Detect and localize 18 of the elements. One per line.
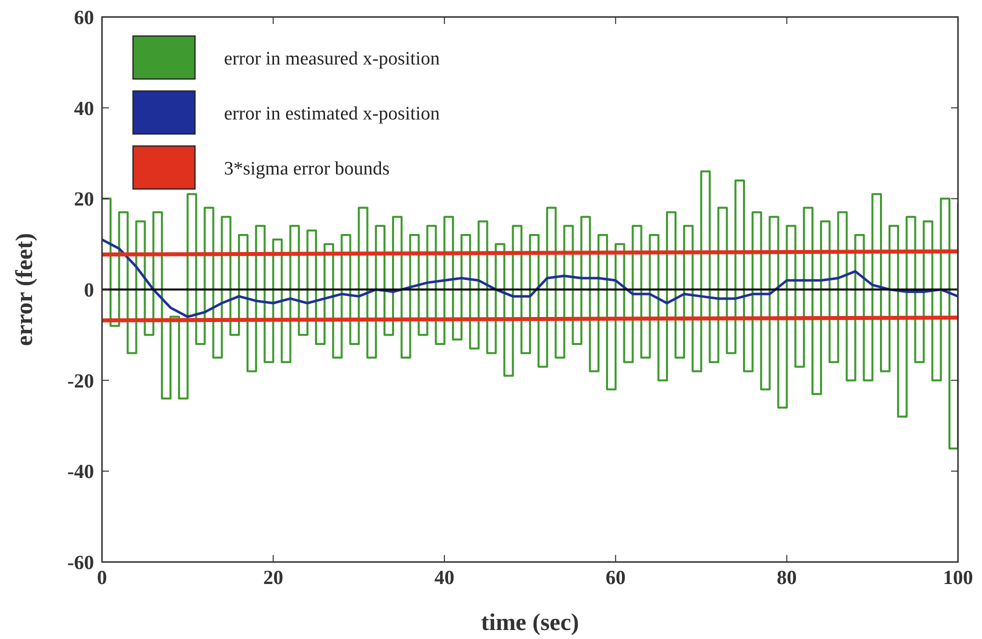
- legend-label: error in estimated x-position: [224, 104, 440, 125]
- x-tick-label: 80: [776, 567, 797, 589]
- y-tick-label: -40: [67, 461, 94, 484]
- legend-label: 3*sigma error bounds: [224, 158, 390, 180]
- y-tick-label: 60: [74, 7, 94, 29]
- x-axis-title: time (sec): [481, 610, 579, 636]
- y-tick-label: -20: [67, 370, 94, 392]
- x-tick-label: 20: [263, 567, 284, 589]
- y-axis-title: error (feet): [12, 232, 38, 346]
- line-series: [102, 238, 958, 318]
- x-tick-label: 40: [434, 567, 454, 589]
- y-tick-label: 0: [84, 280, 94, 302]
- x-tick-label: 100: [943, 567, 973, 589]
- y-tick-label: 40: [74, 98, 94, 120]
- legend-label: error in measured x-position: [224, 48, 440, 70]
- x-tick-label: 60: [606, 567, 626, 589]
- y-tick-label: 20: [74, 188, 94, 211]
- y-tick-label: -60: [67, 552, 94, 574]
